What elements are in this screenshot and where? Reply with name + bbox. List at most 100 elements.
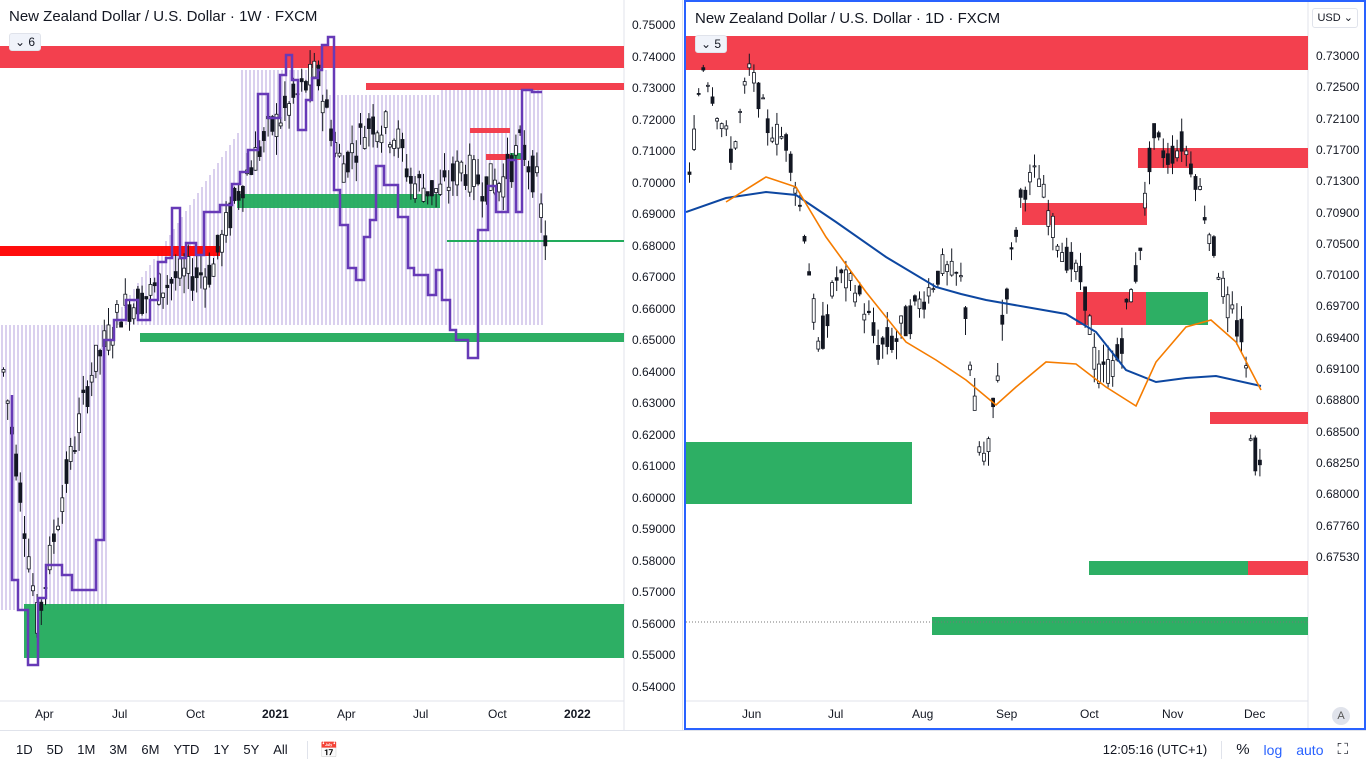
currency-selector[interactable]: USD ⌄: [1312, 8, 1358, 28]
candle-body: [807, 271, 811, 276]
candle-body: [282, 95, 287, 109]
candle-body: [463, 174, 468, 186]
candle-body: [696, 93, 701, 95]
candle-body: [358, 123, 363, 128]
range-button-6m[interactable]: 6M: [141, 742, 160, 757]
candle-body: [1244, 365, 1248, 369]
range-button-ytd[interactable]: YTD: [173, 742, 200, 757]
candle-body: [60, 497, 65, 513]
candle-body: [535, 166, 539, 174]
candle-body: [1046, 210, 1051, 227]
candle-body: [747, 63, 752, 69]
candle-body: [119, 321, 123, 328]
log-toggle[interactable]: log: [1263, 741, 1283, 758]
candle-body: [144, 296, 149, 300]
candle-body: [770, 137, 775, 142]
range-button-5y[interactable]: 5Y: [243, 742, 260, 757]
candle-body: [488, 163, 493, 191]
auto-scale-button[interactable]: A: [1332, 707, 1350, 725]
range-button-1d[interactable]: 1D: [16, 742, 33, 757]
range-button-1m[interactable]: 1M: [77, 742, 96, 757]
candle-body: [320, 100, 325, 114]
candle-body: [1248, 438, 1253, 441]
candle-body: [249, 167, 254, 175]
candle-body: [526, 166, 531, 173]
time-tick-label: Jul: [112, 707, 128, 721]
daily-chart-canvas[interactable]: [686, 2, 1364, 728]
clock-display[interactable]: 12:05:16 (UTC+1): [1102, 742, 1208, 757]
weekly-chart-canvas[interactable]: [0, 0, 683, 730]
step-indicator-line: [10, 35, 542, 667]
candle-body: [18, 482, 23, 503]
candle-body: [1170, 145, 1175, 164]
candle-body: [455, 160, 460, 186]
time-tick-label: Nov: [1162, 707, 1184, 721]
price-tick-label: 0.69700: [1316, 299, 1360, 314]
candle-body: [190, 276, 195, 291]
candle-body: [922, 301, 927, 310]
candle-body: [98, 350, 102, 357]
candle-body: [1156, 132, 1161, 138]
candle-body: [308, 63, 313, 86]
candle-body: [127, 304, 132, 322]
candle-body: [211, 263, 216, 277]
candle-body: [917, 298, 922, 310]
candle-body: [839, 269, 844, 274]
time-tick-label: 2022: [564, 707, 591, 721]
candle-body: [1239, 318, 1244, 343]
range-button-1y[interactable]: 1Y: [213, 742, 230, 757]
candle-body: [857, 285, 862, 295]
range-button-5d[interactable]: 5D: [46, 742, 64, 757]
candle-body: [434, 188, 439, 193]
candle-body: [742, 81, 747, 86]
range-button-all[interactable]: All: [273, 742, 288, 757]
candle-body: [1050, 215, 1055, 238]
candle-body: [236, 191, 241, 201]
weekly-legend-count: 6: [28, 35, 36, 49]
candle-body: [1198, 185, 1202, 190]
daily-legend-toggle[interactable]: ⌄ 5: [695, 35, 728, 53]
weekly-chart-pane[interactable]: New Zealand Dollar / U.S. Dollar · 1W · …: [0, 0, 683, 730]
candle-body: [738, 111, 742, 113]
candle-body: [219, 233, 224, 253]
percent-toggle[interactable]: %: [1236, 741, 1250, 758]
price-tick-label: 0.63000: [632, 396, 676, 410]
candle-body: [408, 175, 413, 184]
calendar-goto-icon[interactable]: 📅: [319, 741, 339, 759]
auto-toggle[interactable]: auto: [1296, 741, 1324, 758]
candle-body: [379, 134, 384, 144]
candle-body: [811, 298, 816, 323]
price-tick-label: 0.70000: [632, 175, 676, 190]
fullscreen-icon[interactable]: ⛶: [1337, 741, 1348, 758]
supply-zone: [0, 246, 220, 256]
price-tick-label: 0.72100: [1316, 111, 1360, 126]
candle-body: [701, 67, 706, 71]
candle-body: [81, 389, 86, 393]
demand-zone: [24, 604, 624, 658]
range-button-3m[interactable]: 3M: [109, 742, 128, 757]
candle-body: [1161, 150, 1166, 159]
candle-body: [257, 146, 262, 157]
daily-chart-pane[interactable]: New Zealand Dollar / U.S. Dollar · 1D · …: [684, 0, 1366, 730]
candle-body: [467, 154, 472, 193]
time-tick-label: Apr: [35, 707, 54, 721]
candle-body: [880, 337, 885, 345]
price-tick-label: 0.68500: [1316, 424, 1360, 439]
supply-zone: [486, 154, 522, 160]
weekly-legend-toggle[interactable]: ⌄ 6: [9, 33, 42, 51]
time-tick-label: Jul: [828, 707, 844, 721]
price-tick-label: 0.67000: [632, 270, 676, 284]
candle-body: [885, 327, 890, 347]
candle-body: [1096, 363, 1101, 384]
candle-body: [543, 235, 548, 247]
time-tick-label: Oct: [186, 707, 205, 721]
candle-body: [820, 315, 825, 349]
chevron-down-icon: ⌄: [15, 35, 26, 49]
candle-body: [30, 585, 35, 592]
candle-body: [1092, 346, 1097, 370]
candle-body: [903, 306, 908, 337]
candle-body: [1147, 147, 1152, 173]
price-tick-label: 0.71000: [632, 144, 676, 158]
candle-body: [954, 271, 959, 274]
candle-body: [816, 340, 821, 350]
